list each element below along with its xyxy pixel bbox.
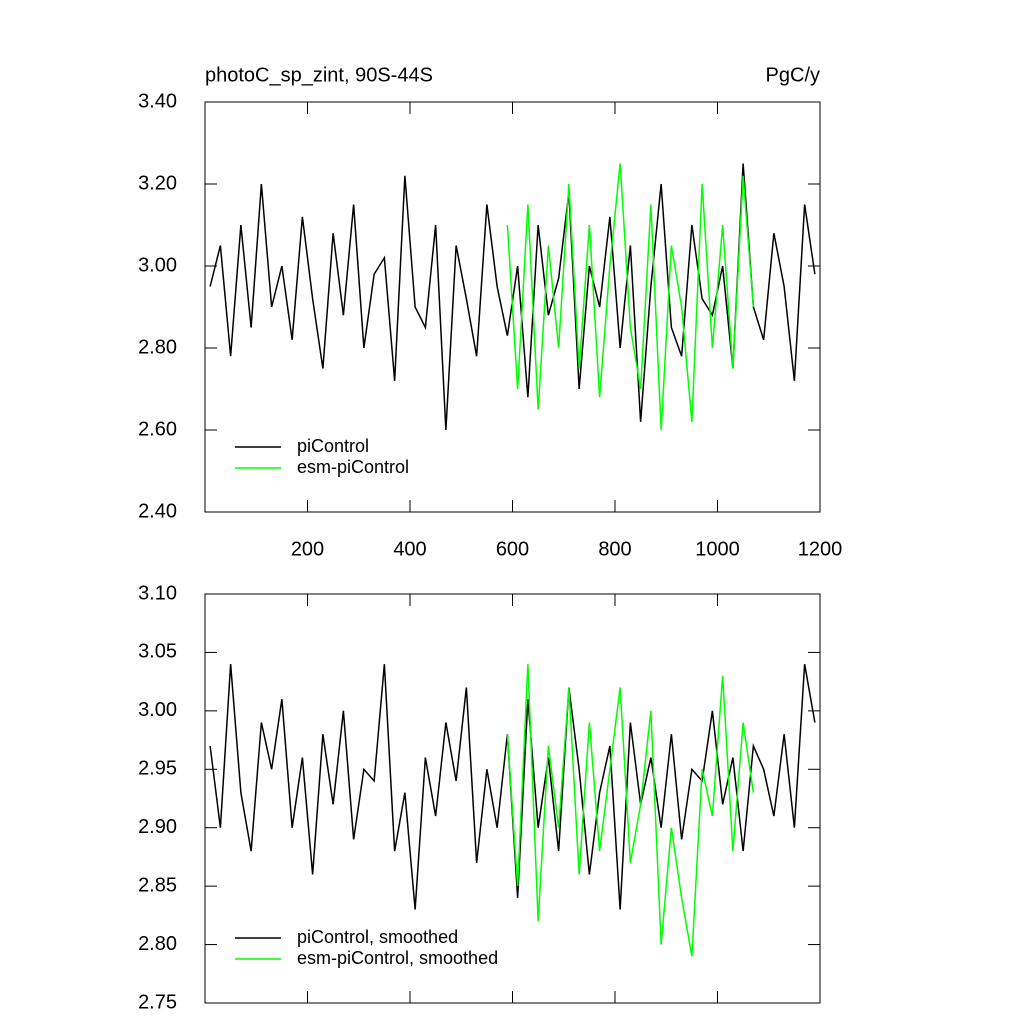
y-tick-label: 2.80 [138, 933, 177, 955]
legend-label: piControl [297, 436, 369, 456]
y-tick-label: 3.10 [138, 582, 177, 604]
y-tick-label: 2.60 [138, 418, 177, 440]
y-tick-label: 3.40 [138, 90, 177, 112]
y-tick-label: 2.40 [138, 500, 177, 522]
legend-label: esm-piControl, smoothed [297, 948, 498, 968]
y-tick-label: 2.75 [138, 991, 177, 1013]
x-tick-label: 800 [598, 538, 631, 560]
chart-title: photoC_sp_zint, 90S-44S [205, 64, 433, 86]
data-line [506, 163, 755, 431]
units-label: PgC/y [766, 64, 820, 86]
y-tick-label: 2.90 [138, 816, 177, 838]
y-tick-label: 3.05 [138, 641, 177, 663]
y-tick-label: 2.95 [138, 758, 177, 780]
y-tick-label: 3.00 [138, 699, 177, 721]
data-line [506, 664, 755, 957]
y-tick-label: 3.20 [138, 172, 177, 194]
y-tick-label: 2.85 [138, 874, 177, 896]
x-tick-label: 1200 [798, 538, 843, 560]
legend-label: piControl, smoothed [297, 927, 458, 947]
y-tick-label: 3.00 [138, 254, 177, 276]
x-tick-label: 600 [496, 538, 529, 560]
x-tick-label: 1000 [695, 538, 740, 560]
x-tick-label: 400 [393, 538, 426, 560]
x-tick-label: 200 [291, 538, 324, 560]
y-tick-label: 2.80 [138, 336, 177, 358]
legend-label: esm-piControl [297, 457, 409, 477]
